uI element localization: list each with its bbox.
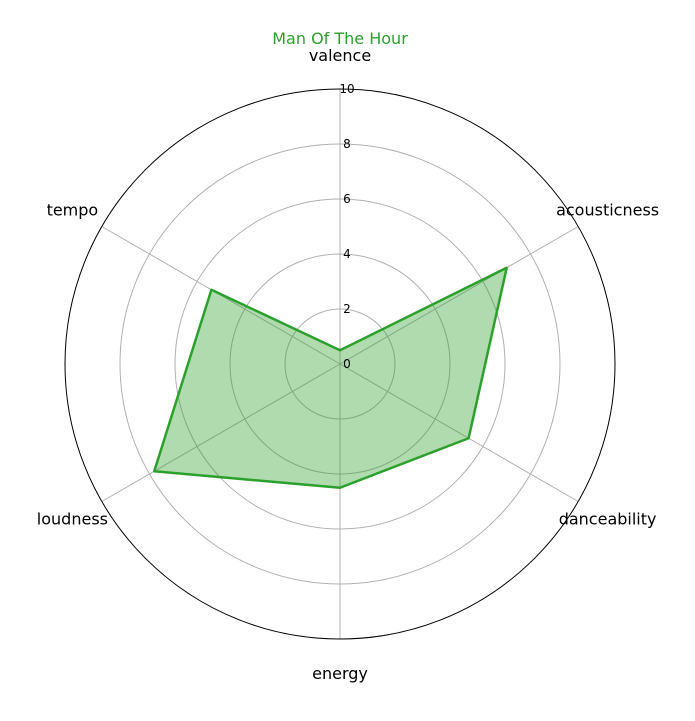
r-tick-label-10: 10	[339, 82, 354, 96]
spoke-loudness	[101, 363, 341, 502]
r-tick-label-4: 4	[343, 247, 351, 261]
series-area-0	[154, 267, 507, 488]
radar-series	[152, 266, 508, 489]
axis-label-danceability: danceability	[559, 510, 657, 529]
r-tick-label-0: 0	[343, 357, 351, 371]
axis-label-energy: energy	[312, 664, 368, 683]
axis-labels: valence acousticness danceability energy lou…	[37, 46, 659, 683]
outer-circle	[64, 88, 616, 640]
axis-label-valence: valence	[309, 46, 371, 65]
r-tick-label-6: 6	[343, 192, 351, 206]
spoke-acousticness	[339, 226, 579, 365]
chart-title: Man Of The Hour	[272, 29, 408, 48]
radial-tick-labels: 0 2 4 6 8 10	[339, 82, 354, 371]
r-tick-label-2: 2	[343, 302, 351, 316]
axis-label-tempo: tempo	[47, 201, 99, 220]
r-tick-label-8: 8	[343, 137, 351, 151]
axis-label-loudness: loudness	[37, 510, 108, 529]
spoke-danceability	[339, 363, 579, 502]
axis-label-acousticness: acousticness	[556, 201, 659, 220]
